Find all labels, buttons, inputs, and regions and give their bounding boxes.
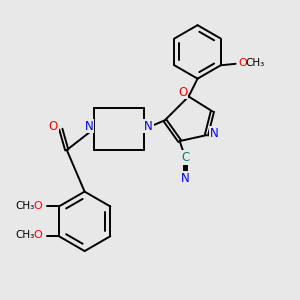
Text: CH₃: CH₃: [15, 230, 34, 240]
Text: O: O: [238, 58, 247, 68]
Text: CH₃: CH₃: [245, 58, 265, 68]
Text: N: N: [209, 127, 218, 140]
Text: N: N: [144, 120, 153, 133]
Text: O: O: [34, 201, 42, 211]
Text: O: O: [34, 230, 42, 240]
Text: CH₃: CH₃: [15, 201, 34, 211]
Text: O: O: [49, 120, 58, 133]
Text: C: C: [182, 151, 190, 164]
Text: O: O: [178, 85, 187, 98]
Text: N: N: [181, 172, 190, 185]
Text: N: N: [85, 120, 93, 133]
